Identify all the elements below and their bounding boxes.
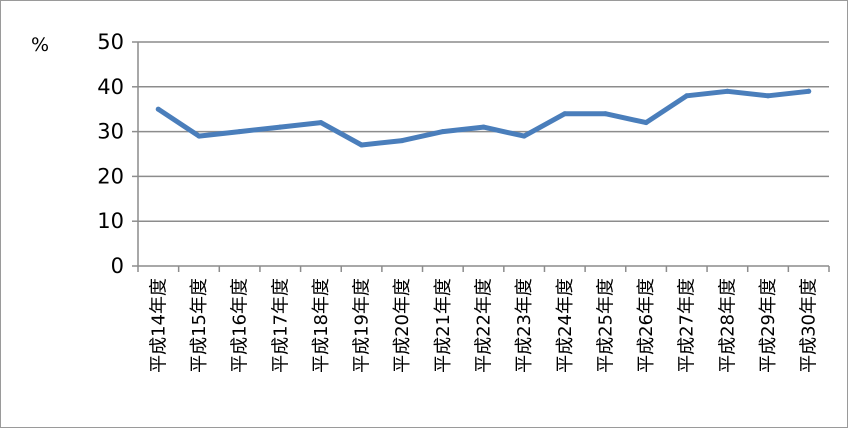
y-tick-label: 30 xyxy=(97,120,124,144)
series-line xyxy=(155,88,812,148)
y-tick-label: 40 xyxy=(97,75,124,99)
data-point xyxy=(602,111,608,117)
data-point xyxy=(684,93,690,99)
x-tick-labels: 平成14年度 平成15年度 平成16年度 平成17年度 平成18年度 平成19年度 平成20… xyxy=(148,278,819,373)
x-tick-label: 平成18年度 xyxy=(311,278,332,373)
data-point xyxy=(521,133,527,139)
x-tick-label: 平成15年度 xyxy=(189,278,210,373)
x-tick-label: 平成17年度 xyxy=(270,278,291,373)
x-tick-label: 平成22年度 xyxy=(474,278,495,373)
data-point xyxy=(196,133,202,139)
data-point xyxy=(562,111,568,117)
data-point xyxy=(399,138,405,144)
x-tick-label: 平成21年度 xyxy=(433,278,454,373)
x-tick-label: 平成28年度 xyxy=(717,278,738,373)
x-tick-label: 平成30年度 xyxy=(799,278,820,373)
x-tick-label: 平成26年度 xyxy=(636,278,657,373)
data-point xyxy=(481,124,486,130)
data-point xyxy=(643,120,649,126)
data-point xyxy=(155,106,161,112)
x-tick-label: 平成24年度 xyxy=(555,278,576,373)
x-tick-label: 平成25年度 xyxy=(595,278,616,373)
x-tick-label: 平成23年度 xyxy=(514,278,535,373)
y-axis-unit-label: % xyxy=(31,34,49,56)
data-point xyxy=(318,120,324,126)
y-tick-label: 50 xyxy=(97,30,124,54)
series-layer xyxy=(155,88,812,148)
axes xyxy=(132,41,830,272)
x-tick-label: 平成16年度 xyxy=(230,278,251,373)
x-tick-label: 平成29年度 xyxy=(758,278,779,373)
data-point xyxy=(724,88,730,94)
data-point xyxy=(277,124,283,130)
y-tick-label: 10 xyxy=(97,209,124,233)
y-tick-label: 20 xyxy=(97,164,124,188)
x-tick-label: 平成20年度 xyxy=(392,278,413,373)
data-point xyxy=(359,142,365,148)
y-tick-labels: 0 10 20 30 40 50 xyxy=(97,30,124,278)
data-point xyxy=(237,129,243,135)
data-point xyxy=(765,93,771,99)
data-point xyxy=(440,129,446,135)
data-point xyxy=(806,88,812,94)
x-tick-label: 平成14年度 xyxy=(148,278,169,373)
y-tick-label: 0 xyxy=(111,254,124,278)
x-tick-label: 平成19年度 xyxy=(352,278,373,373)
x-tick-label: 平成27年度 xyxy=(677,278,698,373)
